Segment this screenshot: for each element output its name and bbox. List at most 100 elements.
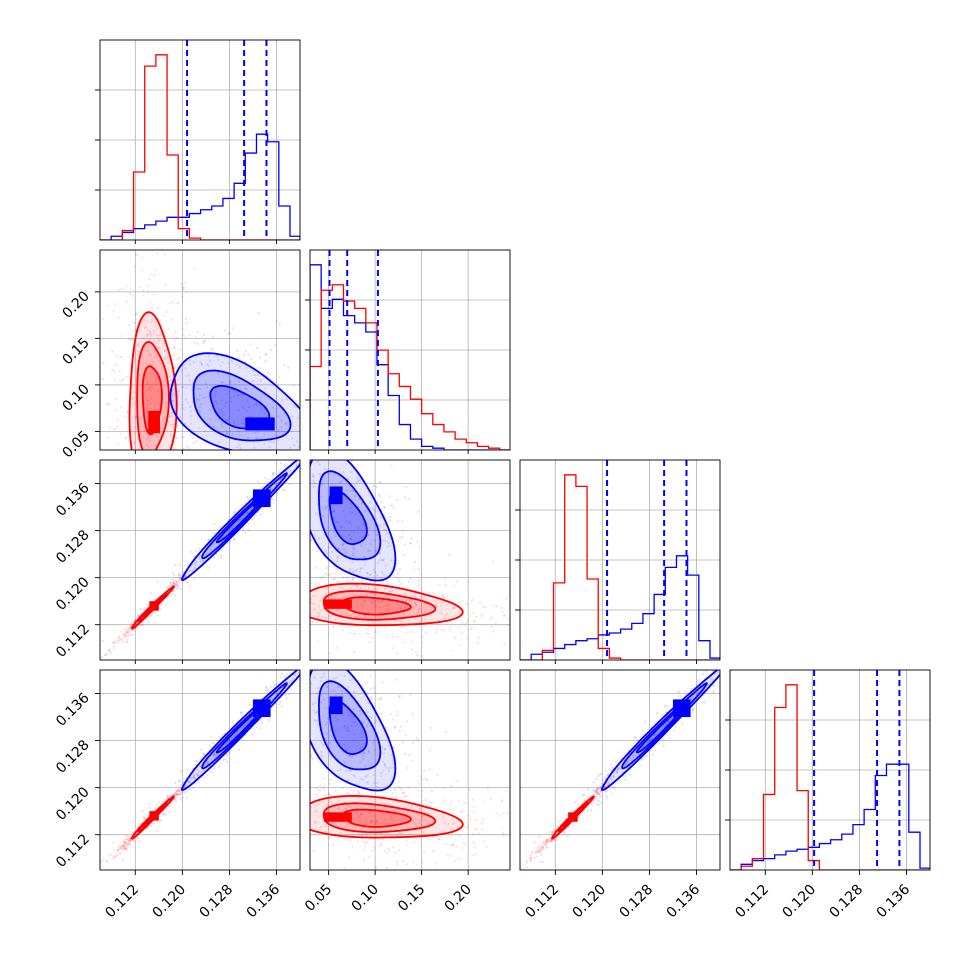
pair-panel-1_0-blue-pt [203,339,206,342]
pair-panel-1_0-blue-pt [441,440,443,442]
pair-panel-1_0-red-pt [198,426,201,430]
pair-panel-3_0-red-pt [116,849,119,852]
pair-panel-2_1-blue-pt [321,383,323,385]
pair-panel-2_1-blue-pt [444,674,446,676]
pair-panel-1_0-red-pt [195,439,198,443]
pair-panel-3_1-blue-pt [297,713,299,715]
pair-panel-3_1-red-pt [291,805,293,807]
pair-panel-1_0-red-pt [123,415,127,418]
pair-panel-3_1-blue-pt [365,781,369,784]
pair-panel-1_0-red-pt [131,397,134,400]
pair-panel-2_1-red-pt [430,618,433,621]
pair-panel-2_0-blue-pt [150,614,153,617]
pair-panel-2_1-red-pt [315,621,318,624]
pair-panel-3_0-blue-pt [231,721,234,724]
pair-panel-2_1-blue-pt [362,556,365,559]
pair-panel-1_0-blue-pt [252,380,255,383]
pair-panel-2_0-red-pt [125,636,128,639]
pair-panel-3_0-red-pt [128,839,131,842]
pair-panel-3_1-red-pt [417,780,420,783]
pair-panel-2_0-blue-pt [306,446,308,448]
pair-panel-3_1-red-pt [360,799,363,802]
pair-panel-2_0-blue-pt [234,511,237,514]
pair-panel-3_1-blue-pt [395,860,398,863]
pair-panel-3_1-red-pt [327,792,330,795]
pair-panel-3_1-blue-pt [382,760,385,763]
pair-panel-3_1-red-pt [349,839,352,843]
pair-panel-2_0-blue-pt [283,465,286,468]
pair-panel-1_0-red-pt [131,508,133,510]
pair-panel-2_1-blue-pt [404,599,407,602]
pair-panel-1_0-blue-pt [231,433,234,436]
pair-panel-3_0-red-pt [178,790,181,793]
pair-panel-1_0-red-pt [148,490,150,492]
pair-panel-3_2-blue-pt [615,771,619,775]
pair-panel-3_2-red-pt [568,826,571,829]
pair-panel-2_1-blue-pt [379,516,382,519]
pair-panel-3_1-blue-pt [372,687,375,690]
pair-panel-2_1-red-pt [325,587,328,590]
pair-panel-1_0-blue-pt [134,313,137,316]
pair-panel-1_0-red-pt [150,321,153,324]
pair-panel-3_0-blue-pt [307,659,309,661]
pair-panel-3_0-blue-pt [82,885,84,887]
pair-panel-3_0-blue-pt [222,759,225,762]
pair-panel-3_1-blue-pt [285,539,287,541]
pair-panel-3_0-red-pt [142,818,145,822]
pair-panel-3_2-red-pt [591,800,594,804]
pair-panel-2_1-red-pt [355,584,358,588]
pair-panel-2_1-blue-pt [340,425,342,427]
pair-panel-2_1-red-pt [297,581,299,583]
pair-panel-3_1-red-pt [292,788,294,790]
pair-panel-2_1-red-pt [418,580,421,583]
pair-panel-2_1-blue-pt [293,500,295,502]
pair-panel-1_0-red-pt [134,358,137,362]
pair-panel-3_1-blue-pt [315,636,317,638]
pair-panel-3_0-blue-pt [201,752,204,755]
pair-panel-3_1-red-pt [362,840,365,843]
pair-panel-1_0-red-pt [142,436,145,439]
pair-panel-2_0-red-pt [172,590,175,593]
pair-panel-2_0-blue-pt [284,463,287,466]
pair-panel-3_0-red-pt [162,814,165,817]
pair-panel-1_0-blue-pt [304,383,306,385]
pair-panel-3_0-red-pt [121,844,124,847]
pair-panel-1_0-red-pt [156,328,159,331]
pair-panel-3_1-red-pt [455,780,458,783]
pair-panel-3_0-blue-pt [216,753,219,756]
pair-panel-3_1-red-pt [344,807,348,810]
pair-panel-3_0-blue-pt [183,785,186,789]
pair-panel-3_1-red-pt [405,839,408,842]
pair-panel-3_1-red-pt [370,820,373,823]
pair-panel-2_1-red-pt [294,599,296,601]
pair-panel-3_1-red-contour-1 [322,802,437,833]
pair-panel-2_1-blue-pt [435,605,438,608]
pair-panel-2_1-red-pt [420,617,423,620]
pair-panel-2_1-red-contour-1 [322,590,437,621]
pair-panel-1_0-blue-pt [135,329,138,332]
pair-panel-1_0-blue-pt [209,360,212,363]
pair-panel-3_2-blue-pt [674,725,677,728]
pair-panel-1_0-blue-pt [238,366,241,369]
pair-panel-1_0-red-pt [120,406,123,409]
pair-panel-3_1-blue-pt [339,657,341,659]
pair-panel-1_0-red-pt [152,329,155,332]
pair-panel-1_0-red-pt [108,403,111,406]
pair-panel-1_0-blue-pt [227,362,230,365]
pair-panel-1_0-red-pt [148,454,150,456]
pair-panel-2_1-blue-pt [357,480,360,483]
pair-panel-3_1-blue-pt [405,720,409,723]
pair-panel-1_0-red-pt [174,470,176,472]
pair-panel-1_0-red-pt [160,466,162,468]
pair-panel-3_1-red-pt [374,833,377,836]
pair-panel-2_1-red-pt [414,601,417,604]
pair-panel-3_1-blue-pt [359,813,363,816]
pair-panel-3_1-red-pt [426,803,429,806]
pair-panel-1_0-red-pt [157,345,160,348]
pair-panel-3_1-blue-pt [301,780,303,782]
pair-panel-3_1-blue-pt [326,721,329,724]
pair-panel-3_2-blue-pt [763,632,765,634]
pair-panel-1_0-blue-pt [230,359,233,362]
pair-panel-2_0-blue-pt [271,474,274,477]
pair-panel-1_0-red-pt [134,351,137,354]
